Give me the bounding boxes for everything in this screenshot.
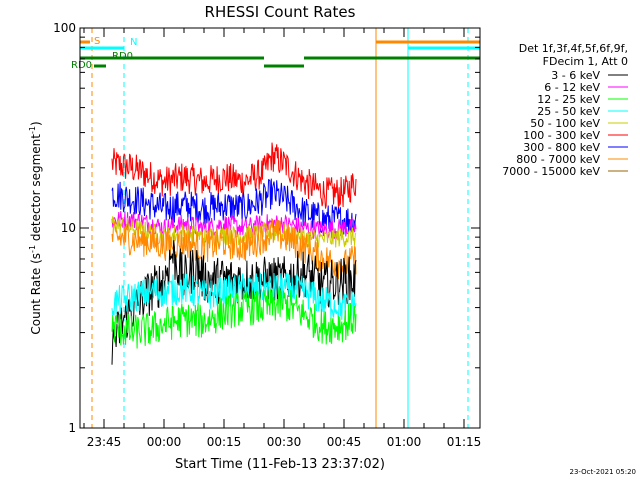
legend-label: 6 - 12 keV — [544, 81, 600, 94]
y-axis: 1 10 100 — [53, 21, 480, 435]
legend-label: 800 - 7000 keV — [516, 153, 600, 166]
y-axis-label-sup1: -1 — [28, 245, 37, 253]
legend-label: 25 - 50 keV — [537, 105, 600, 118]
legend-label: 12 - 25 keV — [537, 93, 600, 106]
y-axis-label-main: Count Rate (s — [29, 253, 43, 335]
legend-label: 100 - 300 keV — [523, 129, 600, 142]
x-tick-label: 00:00 — [147, 435, 182, 449]
x-tick-label: 00:30 — [267, 435, 302, 449]
state-bar-label: RD0 — [112, 51, 133, 62]
legend: Det 1f,3f,4f,5f,6f,9f, FDecim 1, Att 0 3… — [502, 42, 628, 178]
y-axis-label: Count Rate (s-1 detector segment-1) — [28, 121, 43, 334]
legend-header-1: Det 1f,3f,4f,5f,6f,9f, — [519, 42, 628, 55]
x-tick-label: 23:45 — [87, 435, 122, 449]
y-tick-label: 10 — [61, 221, 76, 235]
series-layer — [111, 142, 357, 365]
legend-label: 7000 - 15000 keV — [502, 165, 600, 178]
x-tick-label: 01:00 — [387, 435, 422, 449]
footer-date: 23-Oct-2021 05:20 — [570, 468, 636, 476]
y-tick-label: 1 — [68, 421, 76, 435]
series-line — [111, 240, 357, 365]
x-axis-label: Start Time (11-Feb-13 23:37:02) — [175, 457, 385, 472]
state-bar-label: RD0 — [71, 60, 92, 71]
x-tick-label: 00:15 — [207, 435, 242, 449]
state-bar-label: S — [94, 36, 100, 47]
y-axis-label-end: ) — [29, 121, 43, 126]
series-line — [111, 286, 357, 349]
series-line — [111, 218, 357, 280]
legend-label: 50 - 100 keV — [530, 117, 600, 130]
legend-header-2: FDecim 1, Att 0 — [543, 55, 628, 68]
x-axis: 23:45 00:00 00:15 00:30 00:45 01:00 01:15 — [83, 28, 482, 449]
y-tick-label: 100 — [53, 21, 76, 35]
x-tick-label: 00:45 — [327, 435, 362, 449]
state-bars: S N RD0 RD0 — [71, 36, 480, 71]
series-line — [111, 142, 357, 209]
y-axis-label-sup2: -1 — [28, 126, 37, 134]
legend-label: 3 - 6 keV — [551, 69, 600, 82]
state-bar-label: N — [130, 37, 137, 48]
y-axis-label-mid: detector segment — [29, 134, 43, 245]
legend-label: 300 - 800 keV — [523, 141, 600, 154]
x-tick-label: 01:15 — [447, 435, 482, 449]
chart-title: RHESSI Count Rates — [205, 3, 356, 21]
